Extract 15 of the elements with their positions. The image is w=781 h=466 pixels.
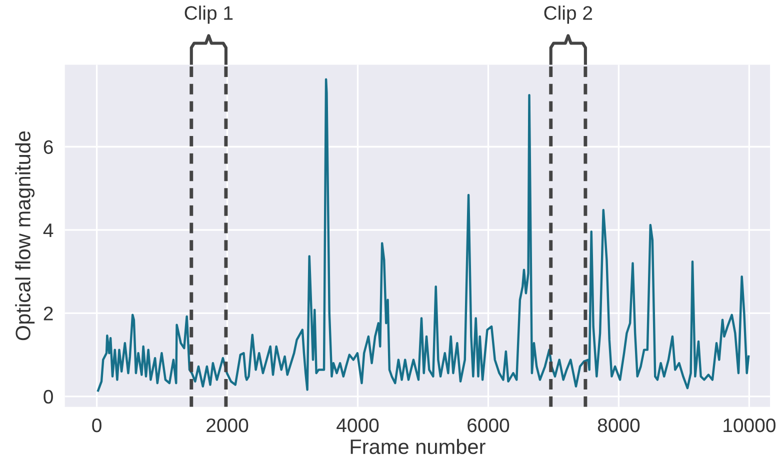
x-tick-label: 0 [92, 418, 102, 432]
x-tick-label: 4000 [336, 418, 379, 432]
y-tick-label: 0 [44, 390, 53, 404]
line-series [96, 78, 750, 392]
x-tick-label: 10000 [724, 418, 776, 432]
x-tick-label: 2000 [206, 418, 248, 432]
y-tick-label: 6 [44, 140, 53, 154]
x-tick-label: 6000 [468, 418, 510, 432]
x-tick-label: 8000 [598, 418, 640, 432]
text: Clip 1 [184, 6, 233, 24]
x-axis-title: Frame number [350, 438, 486, 454]
y-tick-label: 2 [44, 306, 53, 320]
text: Clip 2 [544, 6, 592, 24]
y-axis-title: Optical flow magnitude [15, 131, 35, 340]
y-tick-label: 4 [43, 224, 54, 238]
